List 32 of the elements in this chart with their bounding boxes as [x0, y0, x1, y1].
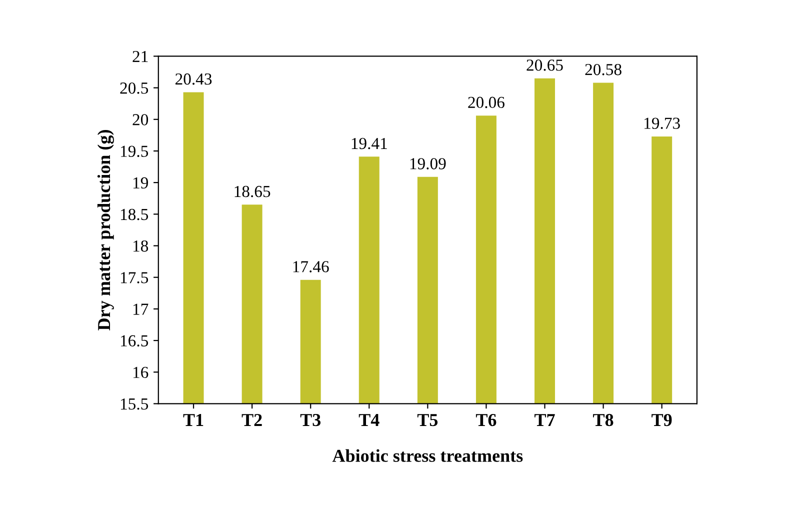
data-label: 20.06 [468, 96, 504, 108]
x-tick-label: T3 [300, 414, 321, 426]
y-tick-label: 19.5 [120, 146, 148, 157]
x-tick-label: T8 [593, 414, 614, 426]
x-tick-label: T4 [358, 414, 380, 426]
y-tick-label: 21 [132, 50, 148, 62]
y-tick-label: 16 [133, 366, 148, 378]
data-label: 20.43 [176, 73, 212, 85]
x-axis-title: Abiotic stress treatments [332, 449, 523, 462]
data-label: 20.58 [585, 64, 622, 76]
y-tick-label: 20.5 [120, 82, 148, 94]
x-tick-label: T2 [242, 414, 262, 426]
x-tick-label: T9 [652, 414, 672, 426]
data-label: 19.09 [410, 158, 446, 170]
y-tick-label: 20 [132, 114, 148, 126]
y-tick-label: 17 [133, 304, 148, 315]
data-label: 19.41 [352, 138, 387, 150]
x-tick-label: T1 [183, 414, 204, 426]
y-axis-title: Dry matter production (g) [97, 130, 114, 330]
y-tick-label: 18 [133, 240, 148, 252]
data-label: 17.46 [293, 261, 329, 272]
x-tick-label: T5 [417, 414, 438, 426]
y-tick-label: 15.5 [120, 398, 148, 410]
x-tick-label: T7 [534, 414, 555, 426]
y-tick-label: 16.5 [120, 335, 148, 347]
y-tick-label: 19 [133, 177, 148, 189]
y-tick-label: 17.5 [120, 272, 148, 284]
y-tick-label: 18.5 [120, 208, 148, 220]
data-label: 19.73 [644, 118, 680, 129]
data-label: 18.65 [234, 186, 270, 198]
x-tick-label: T6 [476, 414, 496, 426]
data-label: 20.65 [526, 60, 563, 71]
